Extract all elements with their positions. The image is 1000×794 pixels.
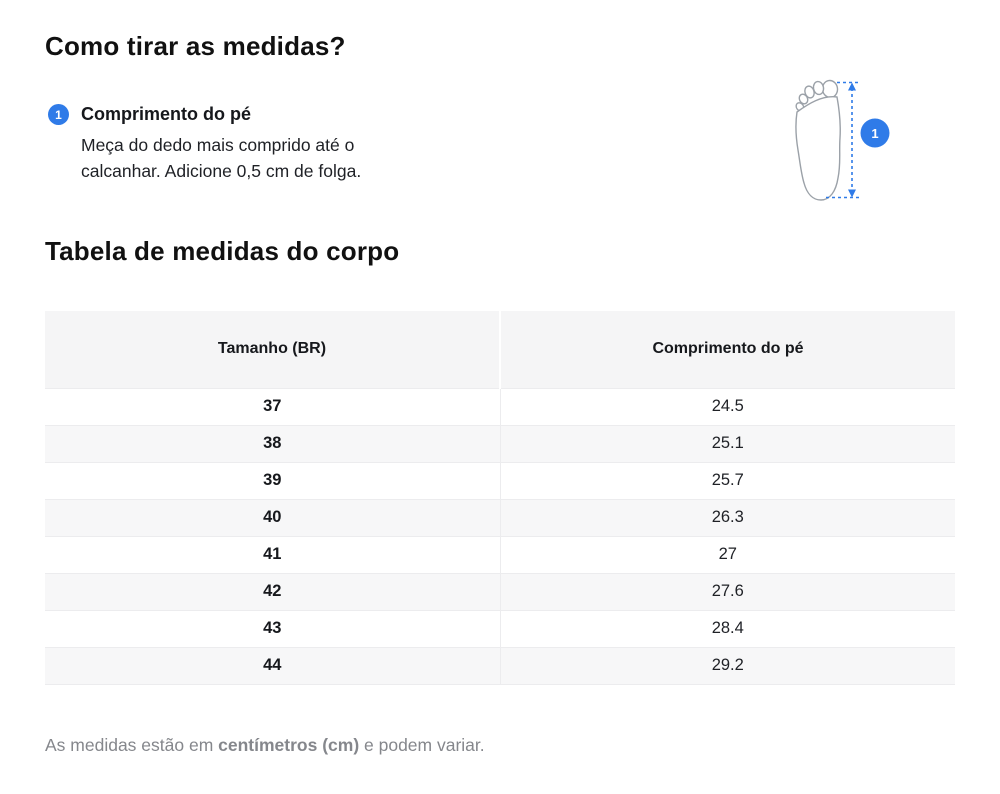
foot-length-cell: 24.5 <box>499 387 955 425</box>
table-row: 42 27.6 <box>45 572 955 610</box>
diagram-step-badge: 1 <box>860 118 890 148</box>
table-row: 44 29.2 <box>45 646 955 684</box>
foot-length-cell: 25.7 <box>499 461 955 499</box>
foot-outline-icon <box>795 79 841 201</box>
table-row: 37 24.5 <box>45 387 955 425</box>
foot-length-cell: 29.2 <box>499 646 955 684</box>
step-1-badge: 1 <box>48 104 69 125</box>
table-row: 41 27 <box>45 535 955 573</box>
size-cell: 39 <box>45 461 500 499</box>
footnote-suffix: e podem variar. <box>359 735 485 755</box>
measurement-description-line2: calcanhar. Adicione 0,5 cm de folga. <box>81 161 362 181</box>
size-cell: 43 <box>45 609 500 647</box>
measurement-texts: Comprimento do pé Meça do dedo mais comp… <box>81 103 361 184</box>
measurement-step: 1 Comprimento do pé Meça do dedo mais co… <box>48 103 361 184</box>
svg-text:1: 1 <box>871 126 878 141</box>
measurement-description-line1: Meça do dedo mais comprido até o <box>81 135 355 155</box>
measurement-description: Meça do dedo mais comprido até o calcanh… <box>81 132 361 184</box>
table-section-title: Tabela de medidas do corpo <box>45 236 400 266</box>
table-body: 37 24.5 38 25.1 39 25.7 40 26.3 41 27 42 27.6 43 28.4… <box>45 387 955 684</box>
table-header-row: Tamanho (BR) Comprimento do pé <box>45 311 955 388</box>
foot-measure-diagram: 1 <box>795 79 890 201</box>
measurement-label: Comprimento do pé <box>81 104 251 124</box>
column-header-foot-length: Comprimento do pé <box>499 311 955 388</box>
table-row: 39 25.7 <box>45 461 955 499</box>
footnote-prefix: As medidas estão em <box>45 735 219 755</box>
table-row: 38 25.1 <box>45 424 955 462</box>
size-table: Tamanho (BR) Comprimento do pé 37 24.5 38 2… <box>45 311 955 685</box>
column-header-size: Tamanho (BR) <box>45 311 500 388</box>
foot-length-cell: 28.4 <box>499 609 955 647</box>
size-cell: 40 <box>45 498 500 536</box>
foot-length-cell: 25.1 <box>499 424 955 462</box>
foot-length-cell: 27 <box>499 535 955 573</box>
table-row: 40 26.3 <box>45 498 955 536</box>
measure-arrow-icon <box>826 81 860 199</box>
footnote-unit: centímetros (cm) <box>218 735 360 755</box>
size-cell: 44 <box>45 646 500 684</box>
size-cell: 42 <box>45 572 500 610</box>
measurements-footnote: As medidas estão em centímetros (cm) e p… <box>45 735 485 756</box>
foot-length-cell: 26.3 <box>499 498 955 536</box>
table-row: 43 28.4 <box>45 609 955 647</box>
foot-length-cell: 27.6 <box>499 572 955 610</box>
size-cell: 38 <box>45 424 500 462</box>
page-title: Como tirar as medidas? <box>45 31 346 61</box>
size-cell: 41 <box>45 535 500 573</box>
size-cell: 37 <box>45 387 500 425</box>
